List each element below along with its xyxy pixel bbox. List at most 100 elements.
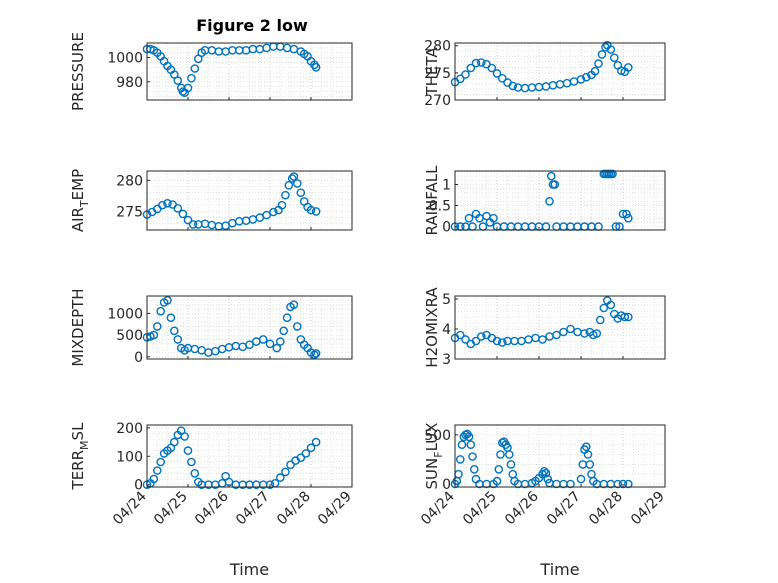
- theta-data-point: [610, 53, 619, 63]
- pressure-data-point: [187, 73, 196, 83]
- theta-data-point: [606, 45, 616, 54]
- mixdepth-data-point: [310, 350, 319, 360]
- sun-flux-data-point: [468, 452, 477, 461]
- terr-msl-data-point: [180, 432, 189, 441]
- mixdepth-data-point: [166, 313, 176, 323]
- terr-msl-ylabel-suffix: SL: [69, 422, 87, 441]
- pressure-axes-frame: [146, 42, 353, 101]
- rainfall-data-point: [550, 180, 560, 189]
- mixdepth-data-point: [272, 343, 282, 353]
- mixdepth-data-point: [169, 326, 179, 336]
- terr-msl-data-point: [311, 437, 321, 447]
- air-temp-ylabel-main: AIR: [69, 207, 87, 232]
- air-temp-data-point: [183, 215, 193, 225]
- air-temp-data-point: [296, 188, 306, 197]
- terr-msl-data-point: [286, 460, 295, 470]
- mixdepth-data-point: [292, 322, 302, 331]
- theta-ylabel: THETA: [423, 47, 441, 97]
- pressure-data-point: [169, 70, 179, 79]
- air-temp-data-point: [178, 209, 188, 219]
- h2omixra-data-point: [606, 300, 616, 310]
- h2omixra-axes-background: [455, 296, 665, 359]
- figure-title: Figure 2 low: [196, 16, 308, 35]
- pressure-ytick-label: 980: [116, 75, 143, 91]
- theta-ytick-label: 280: [424, 39, 451, 55]
- sun-flux-data-point: [613, 479, 623, 489]
- sun-flux-data-point: [455, 455, 465, 464]
- sun-flux-data-point: [541, 468, 551, 478]
- terr-msl-ytick-label: 200: [116, 421, 143, 437]
- sun-flux-data-point: [504, 450, 514, 459]
- sun-flux-data-point: [496, 450, 505, 459]
- theta-ytick-label: 270: [424, 93, 451, 109]
- terr-msl-data-point: [190, 468, 200, 478]
- h2omixra-data-point: [497, 338, 507, 347]
- mixdepth-data-point: [275, 337, 285, 346]
- sun-flux-data-point: [585, 460, 595, 469]
- sun-flux-data-point: [464, 432, 474, 442]
- terr-msl-ytick-label: 0: [134, 478, 143, 494]
- rainfall-ylabel-main: RAINFALL: [423, 165, 441, 236]
- h2omixra-data-point: [620, 312, 630, 322]
- theta-data-point: [617, 66, 626, 75]
- terr-msl-data-point: [149, 474, 159, 484]
- air-temp-data-point: [262, 210, 271, 220]
- theta-ylabel-main: THETA: [423, 47, 441, 97]
- rainfall-ytick-label: 1: [442, 177, 451, 193]
- air-temp-data-point: [287, 174, 297, 183]
- sun-flux-data-point: [576, 474, 586, 484]
- rainfall-data-point: [618, 209, 628, 219]
- theta-data-point: [576, 75, 586, 84]
- sun-flux-data-point: [540, 466, 549, 476]
- pressure-ylabel: PRESSURE: [69, 32, 87, 111]
- air-temp-ytick-label: 280: [116, 173, 143, 189]
- rainfall-data-point: [622, 209, 631, 219]
- air-temp-ylabel-subscript: T: [78, 200, 91, 208]
- sun-flux-ylabel-main: SUN: [423, 458, 441, 490]
- theta-data-point: [594, 59, 603, 68]
- sun-flux-data-point: [582, 442, 591, 452]
- rainfall-data-point: [545, 196, 554, 206]
- theta-data-point: [466, 63, 476, 73]
- sun-flux-data-point: [583, 450, 593, 459]
- mixdepth-ylabel: MIXDEPTH: [69, 288, 87, 366]
- mixdepth-ytick-label: 0: [134, 350, 143, 366]
- terr-msl-ytick-label: 100: [116, 449, 143, 465]
- sun-flux-data-point: [494, 464, 504, 474]
- rainfall-axes-frame: [454, 170, 666, 231]
- h2omixra-ytick-label: 4: [442, 322, 451, 338]
- mixdepth-data-point: [163, 295, 172, 305]
- terr-msl-data-point: [169, 437, 179, 447]
- h2omixra-data-point: [552, 330, 561, 340]
- theta-data-point: [455, 74, 465, 84]
- sun-flux-data-point: [492, 476, 502, 486]
- sun-flux-data-point: [466, 440, 476, 450]
- terr-msl-data-point: [301, 449, 311, 458]
- h2omixra-ytick-label: 5: [442, 292, 451, 308]
- pressure-data-point: [183, 83, 193, 93]
- theta-data-point: [476, 58, 486, 67]
- air-temp-ylabel: AIRTEMP: [69, 169, 91, 232]
- terr-msl-axes-frame: [146, 424, 353, 488]
- sun-flux-axes-frame: [454, 424, 666, 488]
- theta-data-point: [597, 50, 607, 59]
- h2omixra-data-point: [538, 335, 547, 344]
- terr-msl-ylabel-subscript: M: [78, 440, 91, 450]
- rainfall-data-point: [489, 213, 498, 223]
- air-temp-data-point: [163, 198, 172, 208]
- mixdepth-data-point: [282, 313, 292, 323]
- theta-data-point: [508, 81, 518, 91]
- terr-msl-data-point: [296, 453, 306, 463]
- air-temp-data-point: [188, 220, 198, 229]
- h2omixra-data-point: [559, 327, 568, 337]
- mixdepth-data-point: [258, 335, 268, 344]
- mixdepth-data-point: [152, 322, 162, 331]
- sun-flux-data-point: [506, 460, 516, 469]
- h2omixra-data-point: [471, 336, 481, 346]
- air-temp-panel: 275 280 AIRTEMP: [69, 169, 353, 232]
- air-temp-axes-frame: [146, 170, 353, 231]
- mixdepth-axes-frame: [146, 295, 353, 360]
- theta-ytick-label: 275: [424, 66, 451, 82]
